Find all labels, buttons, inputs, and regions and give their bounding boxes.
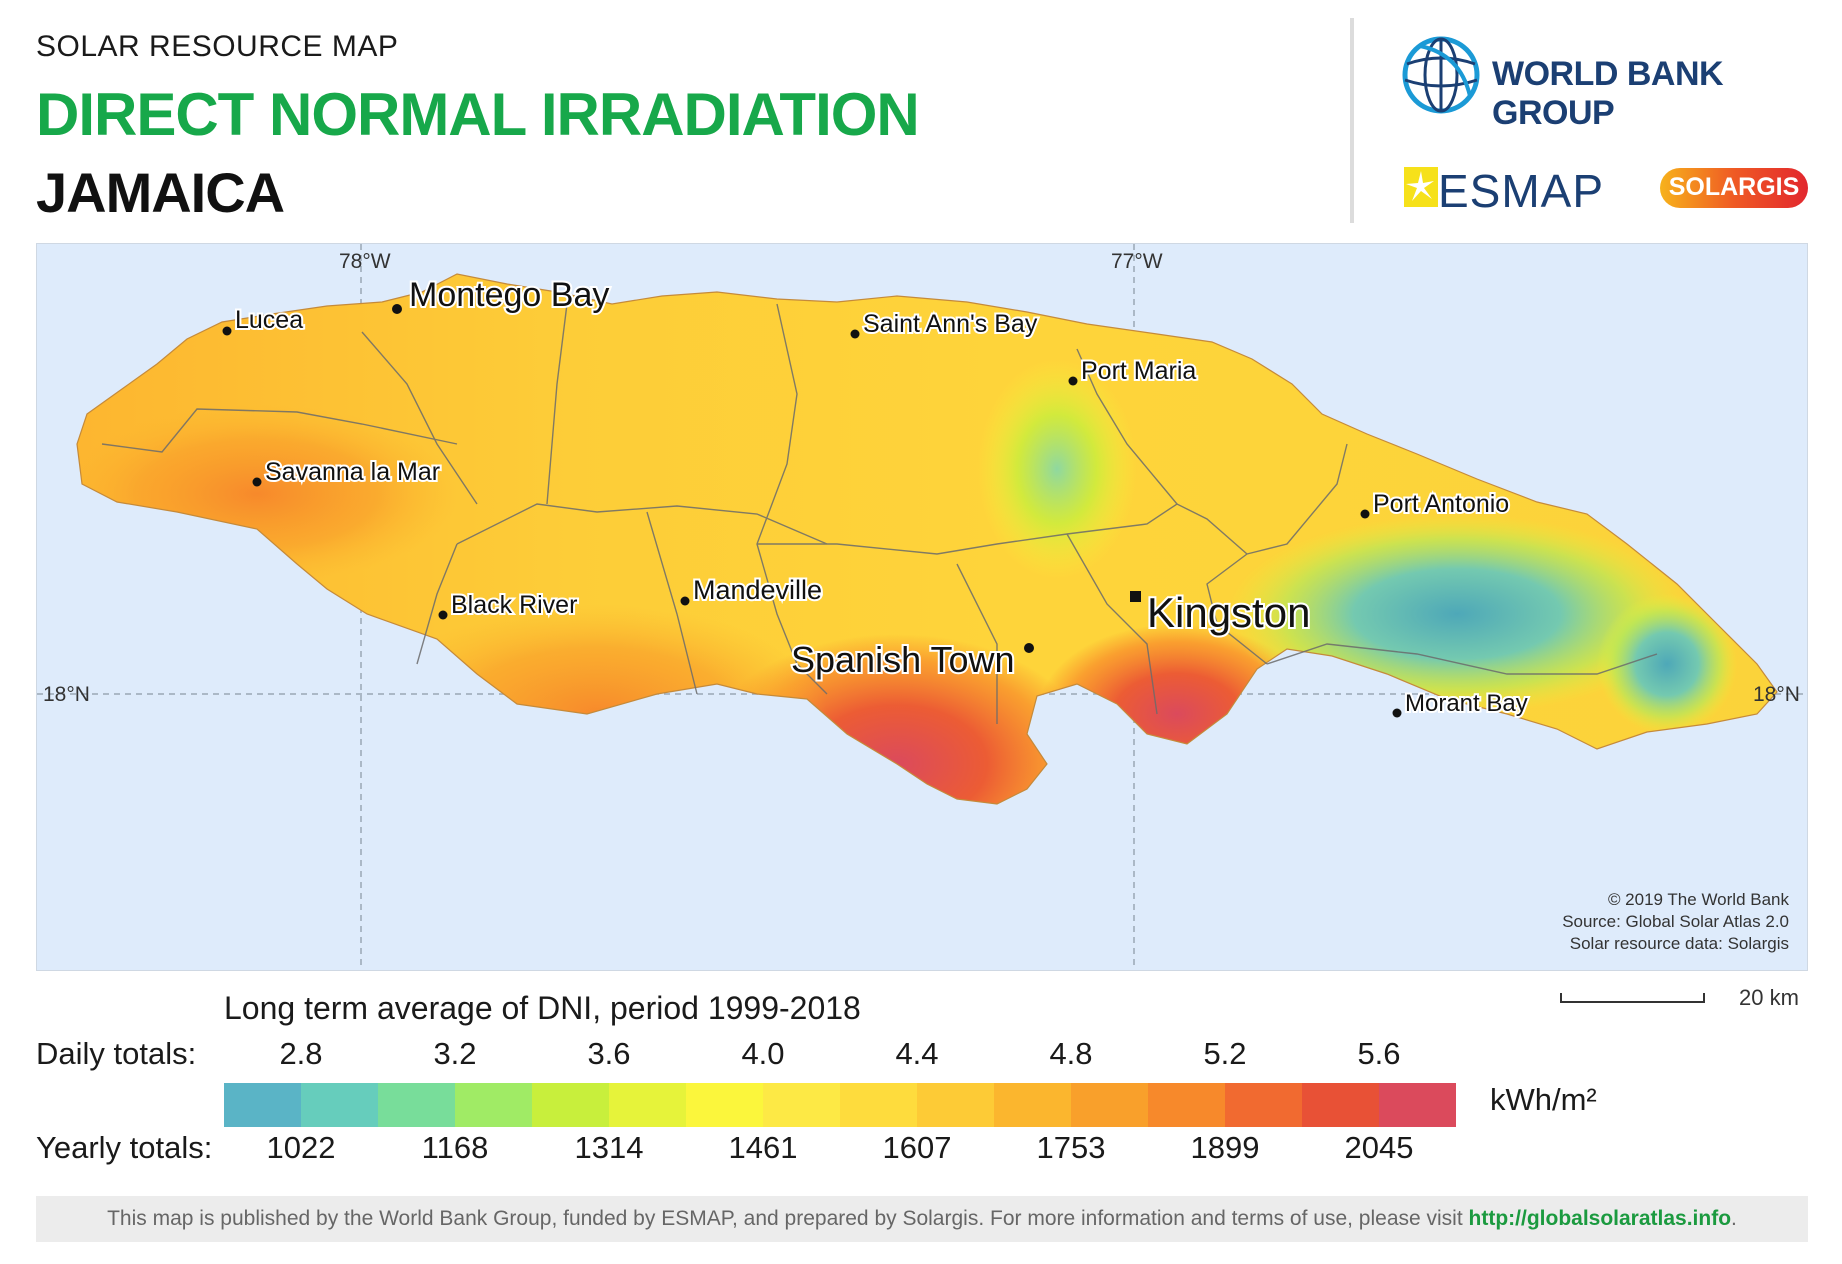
- legend-unit: kWh/m²: [1490, 1082, 1597, 1117]
- legend-yearly-tick: 1899: [1190, 1130, 1260, 1165]
- legend-color-swatch: [609, 1083, 686, 1127]
- city-dot: [1068, 376, 1078, 386]
- legend-color-swatch: [763, 1083, 840, 1127]
- legend-color-swatch: [1071, 1083, 1148, 1127]
- legend-color-swatch: [686, 1083, 763, 1127]
- legend-daily-tick: 4.4: [895, 1036, 939, 1071]
- city-label-mandeville: Mandeville: [693, 575, 822, 605]
- parish-boundaries: [101, 303, 1658, 724]
- legend-daily-tick: 5.6: [1357, 1036, 1401, 1071]
- footer-bar: This map is published by the World Bank …: [36, 1196, 1808, 1242]
- city-dot: [1024, 643, 1034, 653]
- city-label-morant-bay: Morant Bay: [1405, 690, 1528, 717]
- legend-yearly-tick: 1314: [574, 1130, 644, 1165]
- legend-color-swatch: [1302, 1083, 1379, 1127]
- legend-title: Long term average of DNI, period 1999-20…: [224, 990, 861, 1026]
- city-label-port-antonio: Port Antonio: [1373, 490, 1509, 518]
- globe-icon: [1402, 36, 1480, 114]
- legend-color-swatch: [994, 1083, 1071, 1127]
- legend-yearly-tick: 2045: [1344, 1130, 1414, 1165]
- map-credit-data: Solar resource data: Solargis: [1569, 934, 1789, 953]
- city-label-port-maria: Port Maria: [1081, 357, 1196, 385]
- legend-yearly-tick: 1607: [882, 1130, 952, 1165]
- legend-daily-tick: 4.0: [741, 1036, 785, 1071]
- footer-link[interactable]: http://globalsolaratlas.info: [1468, 1207, 1732, 1230]
- city-label-savanna-la-mar: Savanna la Mar: [265, 458, 440, 486]
- legend-yearly-tick: 1168: [421, 1130, 489, 1165]
- scale-bar: [1560, 993, 1705, 1003]
- legend-yearly-tick: 1022: [266, 1130, 336, 1165]
- solargis-logo: [1660, 168, 1808, 208]
- map-credit-source: Source: Global Solar Atlas 2.0: [1562, 912, 1789, 931]
- city-dot: [1360, 509, 1370, 519]
- city-label-montego-bay: Montego Bay: [409, 276, 609, 314]
- city-label-saint-anns-bay: Saint Ann's Bay: [863, 310, 1038, 338]
- footer-end: .: [1731, 1207, 1737, 1230]
- island-irradiation-surface: [77, 274, 1777, 804]
- legend-color-swatch: [532, 1083, 609, 1127]
- world-bank-logo-text: WORLD BANK GROUP: [1492, 55, 1724, 132]
- legend-color-swatch: [1379, 1083, 1456, 1127]
- legend-daily-tick: 3.6: [587, 1036, 631, 1071]
- city-label-kingston: Kingston: [1147, 589, 1310, 636]
- legend-daily-label: Daily totals:: [36, 1036, 197, 1071]
- map-subtitle: SOLAR RESOURCE MAP: [36, 30, 399, 63]
- map-panel: 78°W 77°W 18°N 18°N Montego Bay Lucea Sa…: [36, 243, 1808, 971]
- city-dot: [222, 326, 232, 336]
- city-dot: [392, 304, 402, 314]
- lat-label-18n-right: 18°N: [1753, 683, 1800, 706]
- city-dot: [850, 329, 860, 339]
- city-label-black-river: Black River: [451, 591, 577, 619]
- city-dot: [438, 610, 448, 620]
- lon-label-77w: 77°W: [1111, 250, 1163, 273]
- map-credit-copyright: © 2019 The World Bank: [1607, 890, 1789, 909]
- legend-color-swatch: [378, 1083, 455, 1127]
- scale-bar-label: 20 km: [1739, 985, 1799, 1010]
- legend-color-swatch: [917, 1083, 994, 1127]
- legend-color-swatch: [301, 1083, 378, 1127]
- legend-yearly-label: Yearly totals:: [36, 1130, 213, 1165]
- jamaica-dni-map: 78°W 77°W 18°N 18°N Montego Bay Lucea Sa…: [37, 244, 1807, 970]
- legend-color-swatch: [1148, 1083, 1225, 1127]
- city-dot: [680, 596, 690, 606]
- footer-text: This map is published by the World Bank …: [107, 1207, 1469, 1230]
- legend-colorbar: [224, 1083, 1456, 1127]
- legend-color-swatch: [1225, 1083, 1302, 1127]
- city-markers: [222, 304, 1402, 718]
- sun-burst-icon: [1404, 167, 1438, 207]
- legend-color-swatch: [840, 1083, 917, 1127]
- city-dot: [252, 477, 262, 487]
- legend-daily-tick: 4.8: [1049, 1036, 1093, 1071]
- city-label-spanish-town: Spanish Town: [791, 639, 1015, 680]
- legend-daily-tick: 5.2: [1203, 1036, 1247, 1071]
- esmap-logo-text: ESMAP: [1438, 165, 1605, 217]
- legend-daily-tick: 3.2: [433, 1036, 477, 1071]
- capital-square: [1130, 591, 1141, 602]
- solargis-logo-text: SOLARGIS: [1668, 173, 1800, 201]
- legend-color-swatch: [224, 1083, 301, 1127]
- city-label-lucea: Lucea: [235, 306, 303, 334]
- header-divider: [1350, 18, 1354, 223]
- graticule-labels: 78°W 77°W 18°N 18°N: [43, 250, 1800, 706]
- city-dot: [1392, 708, 1402, 718]
- lat-label-18n-left: 18°N: [43, 683, 90, 706]
- legend-color-swatch: [455, 1083, 532, 1127]
- country-name: JAMAICA: [36, 161, 285, 224]
- map-title: DIRECT NORMAL IRRADIATION: [36, 81, 920, 148]
- legend-daily-tick: 2.8: [279, 1036, 323, 1071]
- city-labels: Montego Bay Lucea Saint Ann's Bay Port M…: [233, 274, 1530, 719]
- legend-yearly-tick: 1461: [728, 1130, 798, 1165]
- legend-yearly-tick: 1753: [1036, 1130, 1106, 1165]
- lon-label-78w: 78°W: [339, 250, 391, 273]
